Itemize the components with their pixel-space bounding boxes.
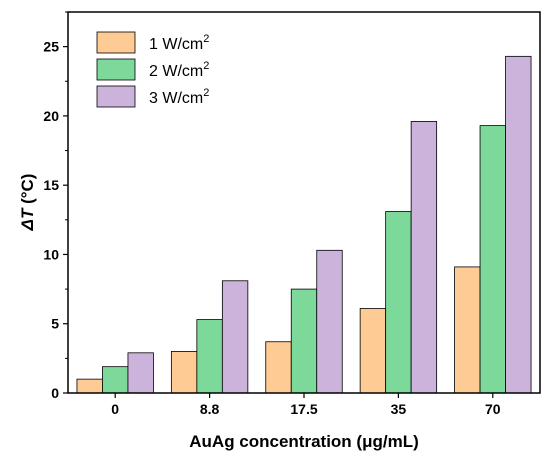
bar-series2-cat5 [479,125,506,394]
bar-series1-cat4 [359,308,387,394]
y-axis: 0 5 10 15 20 25 [43,11,68,401]
x-axis: 0 8.8 17.5 35 70 [111,393,501,417]
bar-series3-cat5 [505,55,532,394]
y-axis-title-unit: (°C) [18,174,37,209]
y-axis-title-symbol: ΔT [18,207,37,231]
bar-series3-cat1 [127,352,154,394]
bar-series3-cat4 [410,121,438,394]
bar-series3-cat2 [221,280,249,394]
x-tick-label: 70 [485,401,501,417]
bar-series2-cat1 [102,366,129,394]
bar-series2-cat4 [385,211,412,394]
x-tick-label: 35 [391,401,407,417]
bar-series1-cat2 [170,351,198,394]
legend-label-series3: 3 W/cm2 [149,87,209,107]
x-tick-label: 8.8 [200,401,220,417]
y-tick-label: 5 [51,316,59,332]
y-tick-label: 15 [43,177,59,193]
legend-swatch-series1 [96,31,136,54]
legend-swatch-series3 [96,85,136,108]
bars-layer [76,55,532,394]
bar-series2-cat2 [196,319,223,394]
bar-series1-cat3 [265,341,292,394]
y-tick-label: 0 [51,385,59,401]
legend: 1 W/cm2 2 W/cm2 3 W/cm2 [96,31,209,108]
y-axis-title: ΔT (°C) [18,174,37,232]
x-tick-label: 0 [111,401,119,417]
legend-label-series1: 1 W/cm2 [149,33,209,53]
y-tick-label: 25 [43,39,59,55]
legend-swatch-series2 [96,58,136,81]
y-tick-label: 10 [43,246,59,262]
bar-series2-cat3 [290,288,318,394]
x-axis-title: AuAg concentration (μg/mL) [189,432,419,451]
legend-label-series2: 2 W/cm2 [149,60,209,80]
bar-series1-cat5 [454,266,481,394]
bar-series3-cat3 [316,249,343,394]
y-tick-label: 20 [43,108,59,124]
x-tick-label: 17.5 [290,401,317,417]
bar-series1-cat1 [76,378,103,394]
